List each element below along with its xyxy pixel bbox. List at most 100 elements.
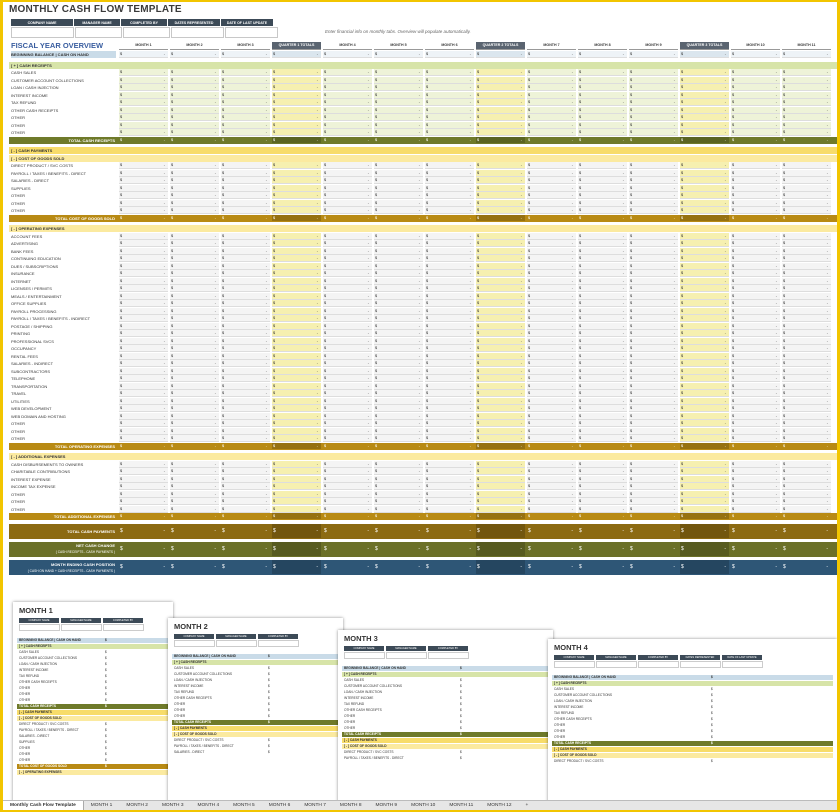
value-cell[interactable]: $ -: [221, 262, 270, 270]
value-cell[interactable]: $ -: [170, 247, 219, 255]
value-cell[interactable]: $ -: [527, 247, 576, 255]
value-cell[interactable]: $ -: [578, 382, 627, 390]
value-cell[interactable]: $ -: [527, 483, 576, 491]
value-cell[interactable]: $ -: [527, 420, 576, 428]
value-cell[interactable]: $ -: [629, 162, 678, 170]
value-cell[interactable]: $ -: [221, 106, 270, 114]
value-cell[interactable]: $ -: [527, 435, 576, 443]
value-cell[interactable]: $ -: [323, 184, 372, 192]
value-cell[interactable]: $ -: [374, 330, 423, 338]
value-cell[interactable]: $ -: [731, 285, 780, 293]
value-cell[interactable]: $ -: [629, 460, 678, 468]
value-cell[interactable]: $ -: [425, 475, 474, 483]
value-cell[interactable]: $ -: [170, 169, 219, 177]
value-cell[interactable]: $ -: [323, 270, 372, 278]
value-cell[interactable]: $ -: [323, 162, 372, 170]
value-cell[interactable]: $ -: [782, 207, 831, 215]
value-cell[interactable]: $ -: [578, 390, 627, 398]
value-cell[interactable]: $ -: [425, 232, 474, 240]
value-cell[interactable]: $ -: [119, 322, 168, 330]
value-cell[interactable]: $ -: [221, 498, 270, 506]
value-cell[interactable]: $ -: [527, 69, 576, 77]
value-cell[interactable]: $ -: [731, 435, 780, 443]
tab-month[interactable]: MONTH 10: [411, 803, 436, 808]
value-cell[interactable]: $ -: [782, 435, 831, 443]
value-cell[interactable]: $ -: [782, 184, 831, 192]
value-cell[interactable]: $ -: [221, 99, 270, 107]
value-cell[interactable]: $ -: [527, 382, 576, 390]
value-cell[interactable]: $ -: [629, 420, 678, 428]
value-cell[interactable]: $ -: [119, 375, 168, 383]
value-cell[interactable]: $ -: [527, 106, 576, 114]
value-cell[interactable]: $ -: [170, 420, 219, 428]
value-cell[interactable]: $ -: [221, 240, 270, 248]
value-cell[interactable]: $ -: [629, 247, 678, 255]
value-cell[interactable]: $ -: [374, 382, 423, 390]
header-input[interactable]: [123, 27, 170, 38]
value-cell[interactable]: $ -: [323, 91, 372, 99]
value-cell[interactable]: $ -: [629, 337, 678, 345]
value-cell[interactable]: $ -: [170, 412, 219, 420]
tab-month[interactable]: MONTH 12: [487, 803, 512, 808]
value-cell[interactable]: $ -: [425, 247, 474, 255]
value-cell[interactable]: $ -: [731, 483, 780, 491]
value-cell[interactable]: $ -: [578, 99, 627, 107]
value-cell[interactable]: $ -: [374, 129, 423, 137]
value-cell[interactable]: $ -: [731, 255, 780, 263]
value-cell[interactable]: $ -: [527, 255, 576, 263]
value-cell[interactable]: $ -: [170, 106, 219, 114]
value-cell[interactable]: $ -: [782, 412, 831, 420]
value-cell[interactable]: $ -: [527, 427, 576, 435]
value-cell[interactable]: $ -: [578, 84, 627, 92]
value-cell[interactable]: $ -: [374, 292, 423, 300]
value-cell[interactable]: $ -: [374, 76, 423, 84]
value-cell[interactable]: $ -: [578, 114, 627, 122]
value-cell[interactable]: $ -: [782, 483, 831, 491]
value-cell[interactable]: $ -: [782, 76, 831, 84]
value-cell[interactable]: $ -: [323, 129, 372, 137]
value-cell[interactable]: $ -: [782, 468, 831, 476]
value-cell[interactable]: $ -: [731, 292, 780, 300]
value-cell[interactable]: $ -: [578, 505, 627, 513]
value-cell[interactable]: $ -: [578, 405, 627, 413]
value-cell[interactable]: $ -: [119, 337, 168, 345]
value-cell[interactable]: $ -: [119, 300, 168, 308]
value-cell[interactable]: $ -: [578, 91, 627, 99]
value-cell[interactable]: $ -: [629, 207, 678, 215]
value-cell[interactable]: $ -: [425, 292, 474, 300]
value-cell[interactable]: $ -: [323, 435, 372, 443]
value-cell[interactable]: $ -: [170, 505, 219, 513]
value-cell[interactable]: $ -: [425, 262, 474, 270]
value-cell[interactable]: $ -: [221, 247, 270, 255]
value-cell[interactable]: $ -: [323, 106, 372, 114]
value-cell[interactable]: $ -: [629, 382, 678, 390]
value-cell[interactable]: $ -: [170, 69, 219, 77]
value-cell[interactable]: $ -: [170, 397, 219, 405]
value-cell[interactable]: $ -: [119, 199, 168, 207]
value-cell[interactable]: $ -: [221, 129, 270, 137]
value-cell[interactable]: $ -: [731, 412, 780, 420]
add-sheet-button[interactable]: +: [525, 803, 529, 808]
value-cell[interactable]: $ -: [731, 232, 780, 240]
value-cell[interactable]: $ -: [323, 292, 372, 300]
value-cell[interactable]: $ -: [170, 277, 219, 285]
value-cell[interactable]: $ -: [731, 337, 780, 345]
value-cell[interactable]: $ -: [119, 505, 168, 513]
value-cell[interactable]: $ -: [119, 240, 168, 248]
value-cell[interactable]: $ -: [782, 240, 831, 248]
value-cell[interactable]: $ -: [578, 199, 627, 207]
value-cell[interactable]: $ -: [527, 412, 576, 420]
value-cell[interactable]: $ -: [527, 184, 576, 192]
value-cell[interactable]: $ -: [374, 475, 423, 483]
value-cell[interactable]: $ -: [221, 232, 270, 240]
value-cell[interactable]: $ -: [221, 475, 270, 483]
value-cell[interactable]: $ -: [170, 427, 219, 435]
value-cell[interactable]: $ -: [425, 69, 474, 77]
value-cell[interactable]: $ -: [374, 232, 423, 240]
value-cell[interactable]: $ -: [323, 277, 372, 285]
value-cell[interactable]: $ -: [578, 162, 627, 170]
value-cell[interactable]: $ -: [323, 505, 372, 513]
value-cell[interactable]: $ -: [731, 300, 780, 308]
value-cell[interactable]: $ -: [527, 498, 576, 506]
value-cell[interactable]: $ -: [119, 360, 168, 368]
